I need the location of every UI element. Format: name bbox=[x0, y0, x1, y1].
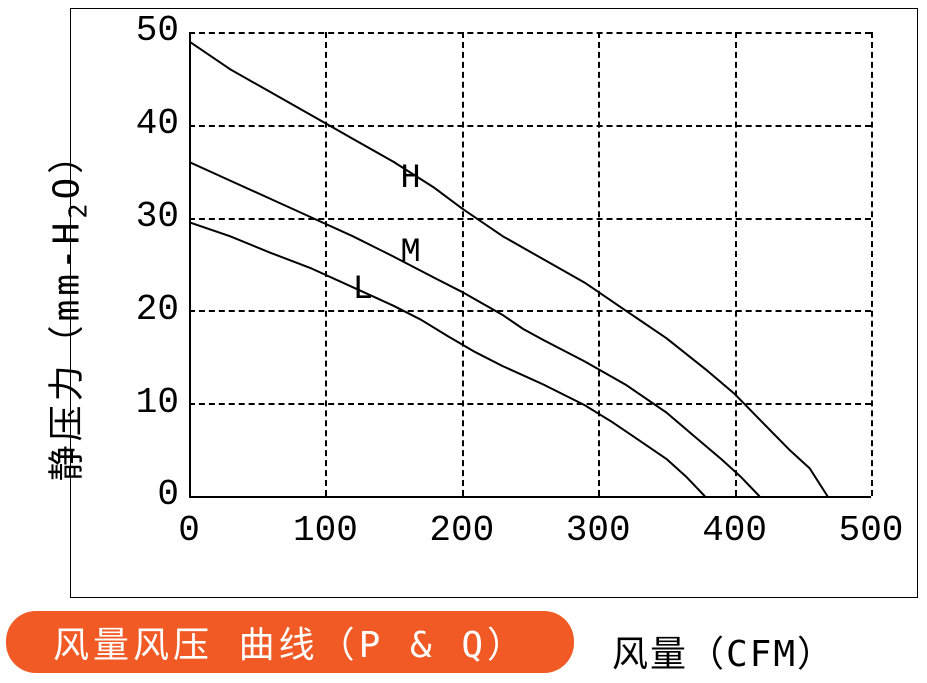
y-tick-30: 30 bbox=[109, 196, 179, 237]
curve-M bbox=[189, 162, 759, 496]
x-tick-0: 0 bbox=[139, 510, 239, 551]
title-chip-text: 风量风压 曲线（P & Q） bbox=[53, 616, 527, 668]
curves-svg bbox=[189, 32, 871, 496]
grid-v-500 bbox=[871, 32, 873, 496]
x-axis-label: 风量（CFM） bbox=[612, 625, 835, 677]
grid-h-10 bbox=[189, 403, 871, 405]
x-tick-300: 300 bbox=[548, 510, 648, 551]
curve-H bbox=[189, 41, 827, 496]
grid-h-50 bbox=[189, 32, 871, 34]
y-axis-label: 静压力（mm-H2O） bbox=[37, 93, 92, 523]
grid-v-300 bbox=[598, 32, 600, 496]
x-tick-200: 200 bbox=[412, 510, 512, 551]
title-chip: 风量风压 曲线（P & Q） bbox=[6, 611, 574, 673]
grid-h-40 bbox=[189, 125, 871, 127]
series-label-H: H bbox=[400, 160, 420, 198]
chart-container: 01020304050 0100200300400500 静压力（mm-H2O）… bbox=[0, 0, 927, 683]
grid-v-200 bbox=[462, 32, 464, 496]
x-tick-400: 400 bbox=[685, 510, 785, 551]
grid-v-400 bbox=[735, 32, 737, 496]
grid-h-20 bbox=[189, 310, 871, 312]
grid-v-0 bbox=[189, 32, 191, 496]
plot-area bbox=[189, 32, 871, 496]
grid-h-0 bbox=[189, 496, 871, 498]
grid-v-100 bbox=[325, 32, 327, 496]
curve-L bbox=[189, 222, 705, 496]
x-tick-500: 500 bbox=[821, 510, 921, 551]
x-tick-100: 100 bbox=[275, 510, 375, 551]
grid-h-30 bbox=[189, 218, 871, 220]
y-tick-40: 40 bbox=[109, 103, 179, 144]
y-tick-10: 10 bbox=[109, 382, 179, 423]
series-label-L: L bbox=[353, 271, 373, 309]
series-label-M: M bbox=[400, 234, 420, 272]
y-tick-20: 20 bbox=[109, 289, 179, 330]
y-tick-50: 50 bbox=[109, 10, 179, 51]
